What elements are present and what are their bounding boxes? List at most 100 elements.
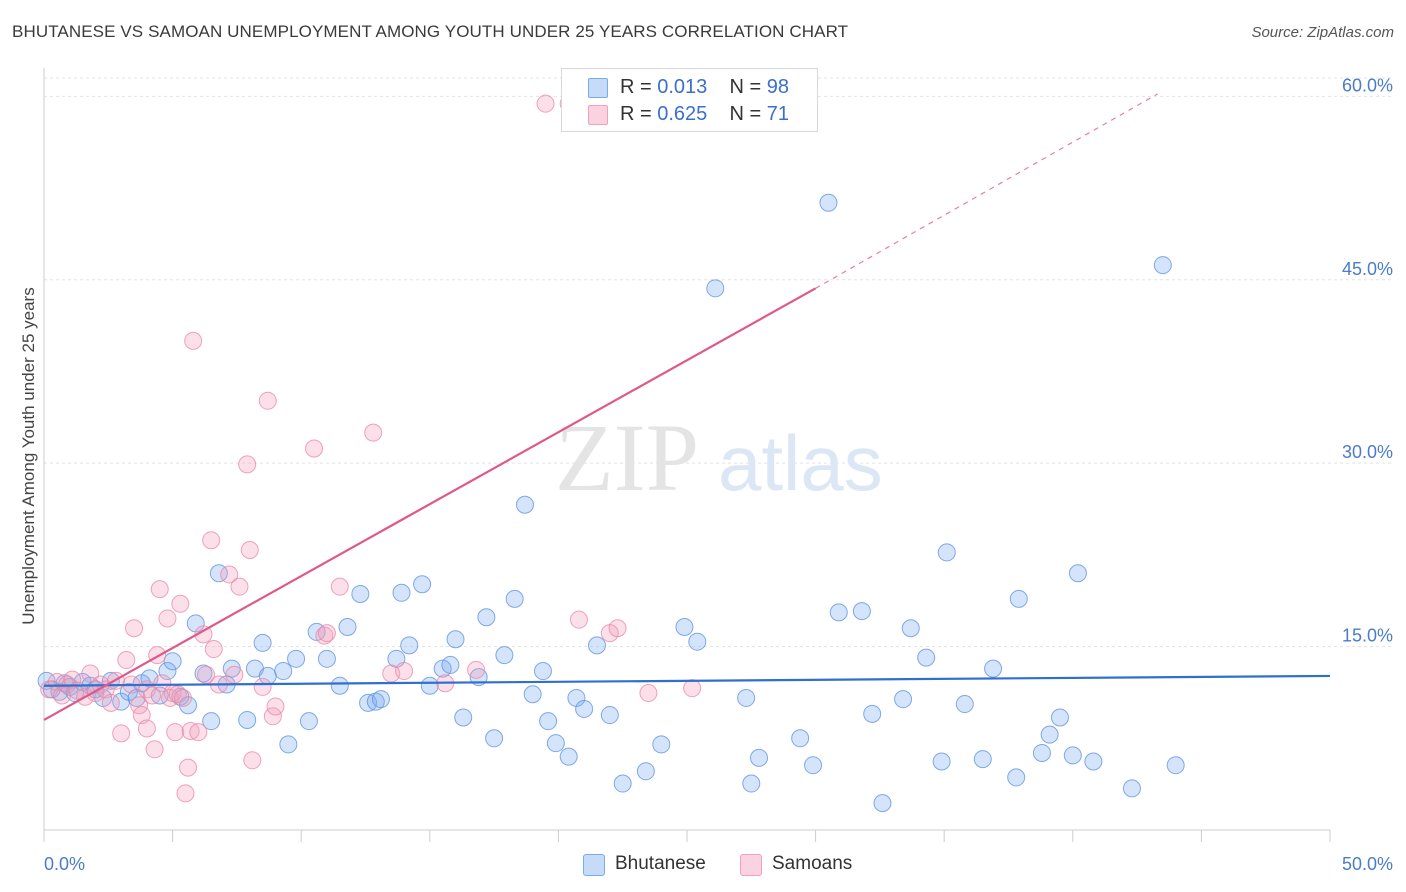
y-tick-label: 45.0% [1342,259,1393,279]
grid [44,77,1392,648]
data-point [852,602,871,621]
data-point [197,665,216,684]
data-point [137,719,156,738]
data-point [112,724,131,743]
data-point [1009,589,1028,608]
data-point [1063,746,1082,765]
data-point [202,712,221,731]
data-point [441,655,460,674]
data-point [1153,256,1172,275]
data-point [171,594,190,613]
data-point [804,756,823,775]
trend-line-samoans [43,287,817,721]
trend-lines [43,93,1331,721]
data-point [366,692,385,711]
data-point [1040,725,1059,744]
data-point [125,619,144,638]
data-point [873,794,892,813]
data-point [204,640,223,659]
data-point [533,662,552,681]
data-point [546,734,565,753]
legend-swatch-bhutanese [588,78,608,98]
data-point [364,423,383,442]
bottom-legend-label-bhutanese: Bhutanese [615,853,706,874]
data-point [253,677,272,696]
data-point [225,665,244,684]
data-point [467,660,486,679]
data-point [485,729,504,748]
data-point [446,630,465,649]
data-point [477,608,496,627]
data-point [675,618,694,637]
data-point [230,577,249,596]
data-point [181,721,200,740]
data-point [1122,779,1141,798]
data-point [587,636,606,655]
data-point [395,662,414,681]
y-tick-label: 60.0% [1342,75,1393,95]
data-point [706,279,725,298]
watermark: ZIP atlas [555,404,883,511]
chart-title: BHUTANESE VS SAMOAN UNEMPLOYMENT AMONG Y… [12,22,849,41]
data-point [158,609,177,628]
watermark-atlas: atlas [718,419,883,507]
data-point [351,585,370,604]
data-point [315,626,334,645]
y-axis-title: Unemployment Among Youth under 25 years [19,287,38,624]
data-point [608,619,627,638]
x-tick-label: 0.0% [44,854,85,874]
data-point [371,690,390,709]
legend-n-label: N = [729,76,762,98]
data-point [495,646,514,665]
data-point [163,652,182,671]
data-point [683,679,702,698]
data-point [166,723,185,742]
data-point [600,706,619,725]
bottom-swatch-samoans [740,854,762,876]
data-point [101,693,120,712]
legend-r-label: R = [620,76,652,98]
data-point [220,565,239,584]
watermark-zip: ZIP [555,404,699,511]
data-point [143,686,162,705]
x-tick-label: 50.0% [1342,854,1393,874]
trend-line-extension-samoans [815,93,1158,289]
data-point [317,649,336,668]
data-point [176,784,195,803]
bottom-legend: Bhutanese Samoans [0,852,1406,878]
legend-r-value-bhutanese: 0.013 [657,76,708,98]
data-point [238,455,257,474]
y-tick-label: 15.0% [1342,626,1393,646]
data-point [287,649,306,668]
data-point [569,610,588,629]
source-label: Source: ZipAtlas.com [1251,24,1394,41]
data-point [1007,768,1026,787]
data-point [575,699,594,718]
legend-r-label: R = [620,103,652,125]
data-point [63,670,82,689]
legend-swatch-samoans [588,105,608,125]
data-point [258,391,277,410]
data-point [330,676,349,695]
data-point [750,748,769,767]
data-point [737,688,756,707]
data-point [636,762,655,781]
data-point [238,710,257,729]
data-point [279,735,298,754]
data-point [791,729,810,748]
data-point [742,774,761,793]
bottom-legend-label-samoans: Samoans [772,853,853,874]
data-point [863,704,882,723]
data-point [652,735,671,754]
data-point [338,618,357,637]
data-point [454,708,473,727]
legend-r-value-samoans: 0.625 [657,103,708,125]
data-point [559,747,578,766]
data-point [515,495,534,514]
data-point [392,583,411,602]
data-point [400,636,419,655]
data-point [179,758,198,777]
data-point [1068,564,1087,583]
data-point [413,575,432,594]
